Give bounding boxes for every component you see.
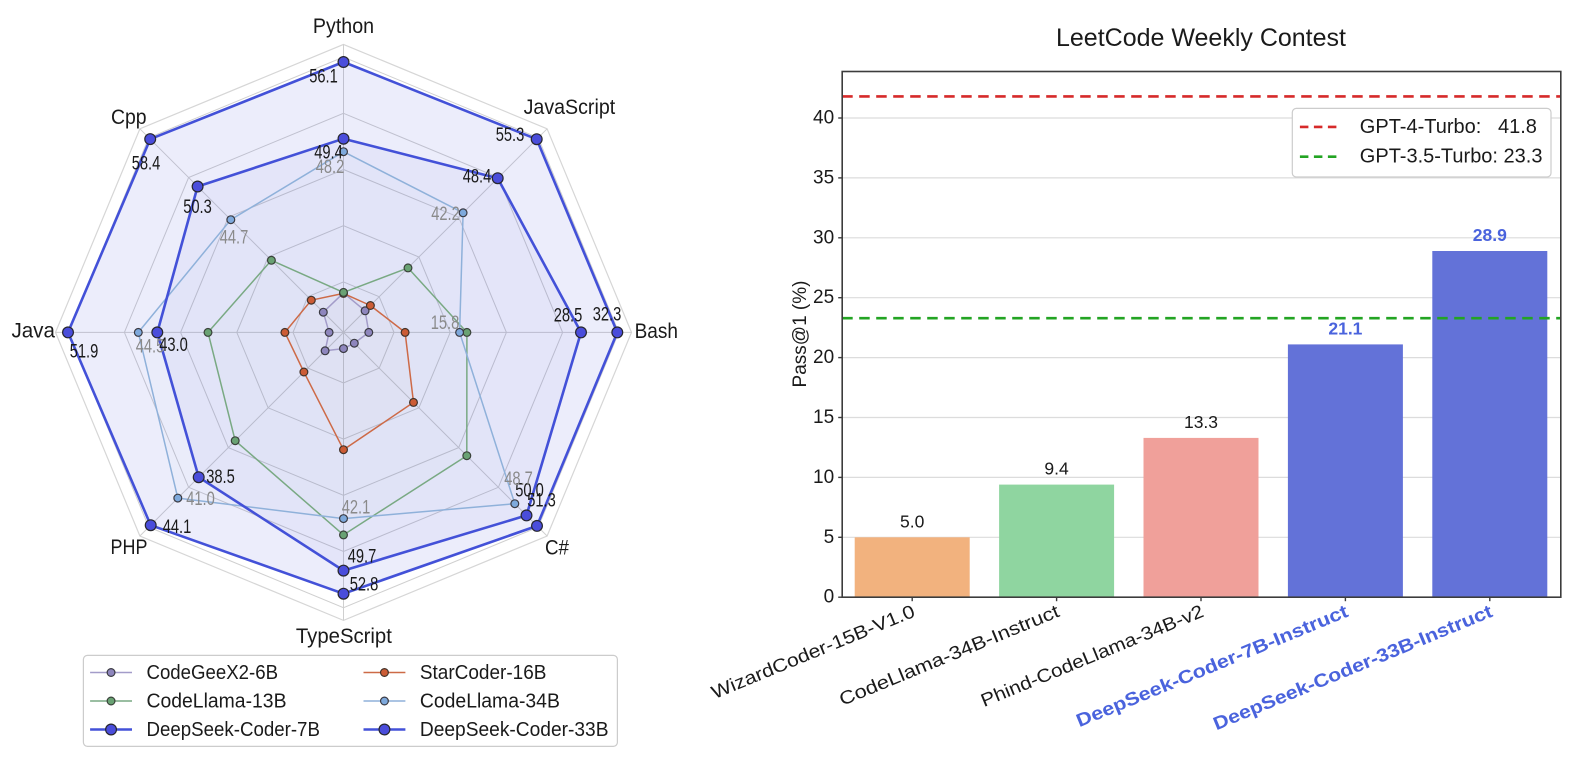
svg-text:JavaScript: JavaScript — [524, 96, 616, 119]
svg-text:9.4: 9.4 — [1044, 459, 1069, 479]
svg-text:CodeGeeX2-6B: CodeGeeX2-6B — [147, 661, 279, 684]
svg-text:5.0: 5.0 — [900, 511, 925, 531]
svg-text:GPT-3.5-Turbo: 23.3: GPT-3.5-Turbo: 23.3 — [1360, 146, 1543, 168]
svg-text:41.0: 41.0 — [186, 489, 215, 510]
svg-text:21.1: 21.1 — [1328, 318, 1362, 338]
svg-text:5: 5 — [824, 527, 835, 548]
svg-text:LeetCode Weekly Contest: LeetCode Weekly Contest — [1056, 24, 1346, 52]
svg-text:Java: Java — [11, 319, 55, 342]
svg-text:48.7: 48.7 — [504, 469, 533, 490]
svg-text:15: 15 — [813, 407, 834, 428]
svg-text:43.0: 43.0 — [159, 335, 188, 356]
svg-text:49.4: 49.4 — [314, 143, 343, 164]
svg-text:13.3: 13.3 — [1184, 412, 1218, 432]
svg-text:44.7: 44.7 — [220, 228, 249, 249]
svg-text:42.1: 42.1 — [342, 498, 371, 519]
svg-text:51.3: 51.3 — [527, 491, 556, 512]
svg-text:28.5: 28.5 — [554, 306, 583, 327]
svg-text:Python: Python — [313, 15, 374, 38]
svg-text:PHP: PHP — [111, 536, 148, 559]
svg-text:CodeLlama-34B: CodeLlama-34B — [420, 690, 560, 713]
svg-text:56.1: 56.1 — [309, 67, 338, 88]
svg-text:Cpp: Cpp — [111, 106, 147, 129]
svg-text:CodeLlama-13B: CodeLlama-13B — [147, 690, 287, 713]
svg-text:50.3: 50.3 — [183, 197, 212, 218]
svg-text:30: 30 — [813, 227, 834, 248]
svg-text:35: 35 — [813, 167, 834, 188]
svg-text:TypeScript: TypeScript — [296, 625, 392, 648]
svg-text:38.5: 38.5 — [206, 467, 235, 488]
svg-text:20: 20 — [813, 347, 834, 368]
svg-text:48.2: 48.2 — [316, 157, 345, 178]
svg-text:55.3: 55.3 — [496, 125, 525, 146]
svg-text:DeepSeek-Coder-7B: DeepSeek-Coder-7B — [147, 718, 320, 741]
svg-text:40: 40 — [813, 108, 834, 129]
svg-text:Pass@1 (%): Pass@1 (%) — [790, 281, 811, 388]
svg-text:15.8: 15.8 — [431, 313, 460, 334]
svg-text:StarCoder-16B: StarCoder-16B — [420, 661, 547, 684]
svg-text:DeepSeek-Coder-33B: DeepSeek-Coder-33B — [420, 718, 609, 741]
svg-text:10: 10 — [813, 467, 834, 488]
svg-text:50.0: 50.0 — [515, 481, 544, 502]
svg-text:25: 25 — [813, 287, 834, 308]
svg-text:52.8: 52.8 — [350, 575, 379, 596]
svg-text:48.4: 48.4 — [463, 167, 492, 188]
svg-text:42.2: 42.2 — [431, 204, 460, 225]
svg-text:Bash: Bash — [635, 320, 678, 343]
svg-text:51.9: 51.9 — [70, 342, 99, 363]
svg-text:49.7: 49.7 — [348, 547, 377, 568]
svg-text:0: 0 — [824, 587, 835, 608]
svg-text:GPT-4-Turbo: 41.8: GPT-4-Turbo: 41.8 — [1360, 116, 1537, 138]
svg-text:44.1: 44.1 — [163, 517, 192, 538]
svg-text:C#: C# — [545, 537, 569, 560]
svg-text:44.5: 44.5 — [136, 337, 165, 358]
svg-text:32.3: 32.3 — [593, 305, 622, 326]
svg-text:28.9: 28.9 — [1473, 225, 1507, 245]
svg-text:58.4: 58.4 — [132, 154, 161, 175]
